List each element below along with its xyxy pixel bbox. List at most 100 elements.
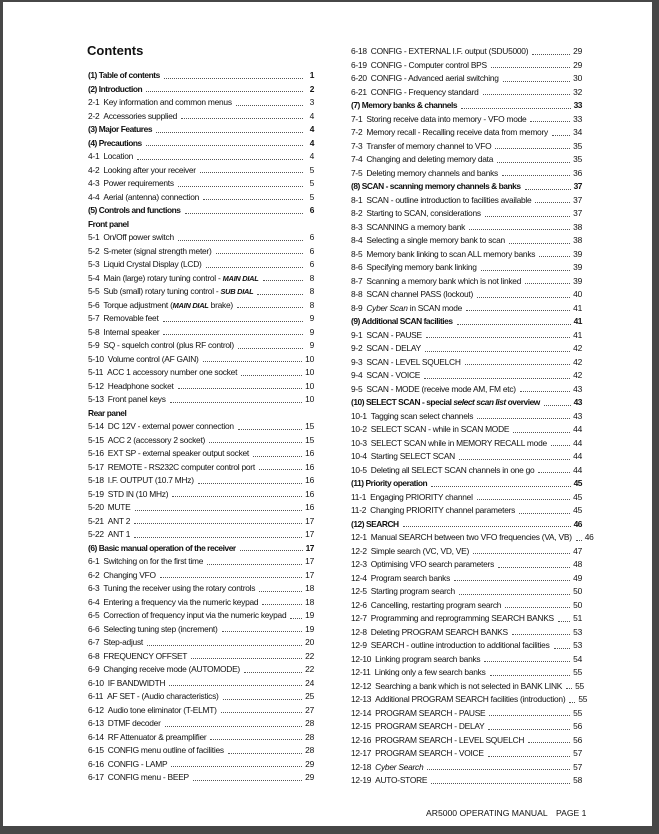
toc-entry[interactable]: 12-7 Programming and reprogramming SEARCH…: [351, 612, 582, 626]
toc-entry[interactable]: 6-11 AF SET - (Audio characteristics) 25: [88, 690, 314, 704]
toc-entry[interactable]: 5-12 Headphone socket 10: [88, 380, 314, 394]
toc-entry[interactable]: 6-6 Selecting tuning step (increment) 19: [88, 623, 314, 637]
toc-entry[interactable]: 12-10 Linking program search banks 54: [351, 653, 582, 667]
toc-entry[interactable]: 6-4 Entering a frequency via the numeric …: [88, 596, 314, 610]
toc-entry[interactable]: 8-3 SCANNING a memory bank 38: [351, 221, 582, 235]
toc-entry[interactable]: 12-13 Additional PROGRAM SEARCH facilitie…: [351, 693, 587, 707]
toc-entry[interactable]: 5-1 On/Off power switch 6: [88, 231, 314, 245]
toc-section[interactable]: (5) Controls and functions 6: [88, 204, 314, 218]
toc-entry[interactable]: 11-2 Changing PRIORITY channel parameters…: [351, 504, 582, 518]
toc-section[interactable]: (9) Additional SCAN facilities 41: [351, 315, 582, 329]
toc-entry[interactable]: 5-22 ANT 1 17: [88, 528, 314, 542]
toc-entry[interactable]: 12-16 PROGRAM SEARCH - LEVEL SQUELCH 56: [351, 734, 582, 748]
toc-section[interactable]: (6) Basic manual operation of the receiv…: [88, 542, 314, 556]
toc-section[interactable]: (12) SEARCH 46: [351, 518, 582, 532]
toc-entry[interactable]: 5-20 MUTE 16: [88, 501, 314, 515]
toc-entry[interactable]: 9-5 SCAN - MODE (receive mode AM, FM etc)…: [351, 383, 582, 397]
toc-entry[interactable]: 7-5 Deleting memory channels and banks 36: [351, 167, 582, 181]
toc-entry[interactable]: 12-14 PROGRAM SEARCH - PAUSE 55: [351, 707, 582, 721]
toc-entry[interactable]: 10-2 SELECT SCAN - while in SCAN MODE 44: [351, 423, 582, 437]
toc-entry[interactable]: 12-8 Deleting PROGRAM SEARCH BANKS 53: [351, 626, 582, 640]
toc-entry[interactable]: 12-3 Optimising VFO search parameters 48: [351, 558, 582, 572]
toc-section[interactable]: (4) Precautions 4: [88, 137, 314, 151]
toc-entry[interactable]: 10-3 SELECT SCAN while in MEMORY RECALL m…: [351, 437, 582, 451]
toc-entry[interactable]: 6-21 CONFIG - Frequency standard 32: [351, 86, 582, 100]
toc-entry[interactable]: 5-3 Liquid Crystal Display (LCD) 6: [88, 258, 314, 272]
toc-entry[interactable]: 8-7 Scanning a memory bank which is not l…: [351, 275, 582, 289]
toc-entry[interactable]: 4-1 Location 4: [88, 150, 314, 164]
toc-entry[interactable]: 5-7 Removable feet 9: [88, 312, 314, 326]
toc-entry[interactable]: 5-6 Torque adjustment (MAIN DIAL brake) 8: [88, 299, 314, 313]
toc-entry[interactable]: 6-2 Changing VFO 17: [88, 569, 314, 583]
toc-entry[interactable]: 6-10 IF BANDWIDTH 24: [88, 677, 314, 691]
toc-entry[interactable]: 11-1 Engaging PRIORITY channel 45: [351, 491, 582, 505]
toc-section[interactable]: (8) SCAN - scanning memory channels & ba…: [351, 180, 582, 194]
toc-entry[interactable]: 5-10 Volume control (AF GAIN) 10: [88, 353, 314, 367]
toc-entry[interactable]: 12-19 AUTO-STORE 58: [351, 774, 582, 788]
toc-entry[interactable]: 6-15 CONFIG menu outline of facilities 28: [88, 744, 314, 758]
toc-entry[interactable]: 12-9 SEARCH - outline introduction to add…: [351, 639, 582, 653]
toc-entry[interactable]: 7-2 Memory recall - Recalling receive dat…: [351, 126, 582, 140]
toc-entry[interactable]: 5-5 Sub (small) rotary tuning control - S…: [88, 285, 314, 299]
toc-entry[interactable]: 12-2 Simple search (VC, VD, VE) 47: [351, 545, 582, 559]
toc-entry[interactable]: 8-5 Memory bank linking to scan ALL memor…: [351, 248, 582, 262]
toc-entry[interactable]: 12-12 Searching a bank which is not selec…: [351, 680, 584, 694]
toc-entry[interactable]: 12-11 Linking only a few search banks 55: [351, 666, 582, 680]
toc-entry[interactable]: 6-8 FREQUENCY OFFSET 22: [88, 650, 314, 664]
toc-entry[interactable]: 4-2 Looking after your receiver 5: [88, 164, 314, 178]
toc-entry[interactable]: 5-9 SQ - squelch control (plus RF control…: [88, 339, 314, 353]
toc-entry[interactable]: 6-7 Step-adjust 20: [88, 636, 314, 650]
toc-section[interactable]: (1) Table of contents 1: [88, 69, 314, 83]
toc-section[interactable]: (2) Introduction 2: [88, 83, 314, 97]
toc-entry[interactable]: 10-4 Starting SELECT SCAN 44: [351, 450, 582, 464]
toc-entry[interactable]: 5-16 EXT SP - external speaker output soc…: [88, 447, 314, 461]
toc-entry[interactable]: 5-21 ANT 2 17: [88, 515, 314, 529]
toc-entry[interactable]: 6-20 CONFIG - Advanced aerial switching 30: [351, 72, 582, 86]
toc-entry[interactable]: 10-1 Tagging scan select channels 43: [351, 410, 582, 424]
toc-entry[interactable]: 2-1 Key information and common menus 3: [88, 96, 314, 110]
toc-entry[interactable]: 9-1 SCAN - PAUSE 41: [351, 329, 582, 343]
toc-section[interactable]: (11) Priority operation 45: [351, 477, 582, 491]
toc-entry[interactable]: 9-4 SCAN - VOICE 42: [351, 369, 582, 383]
toc-entry[interactable]: 6-18 CONFIG - EXTERNAL I.F. output (SDU50…: [351, 45, 582, 59]
toc-entry[interactable]: 9-2 SCAN - DELAY 42: [351, 342, 582, 356]
toc-entry[interactable]: 5-13 Front panel keys 10: [88, 393, 314, 407]
toc-entry[interactable]: 8-2 Starting to SCAN, considerations 37: [351, 207, 582, 221]
toc-entry[interactable]: 6-16 CONFIG - LAMP 29: [88, 758, 314, 772]
toc-entry[interactable]: 6-1 Switching on for the first time 17: [88, 555, 314, 569]
toc-entry[interactable]: 5-4 Main (large) rotary tuning control - …: [88, 272, 314, 286]
toc-entry[interactable]: 8-8 SCAN channel PASS (lockout) 40: [351, 288, 582, 302]
toc-section[interactable]: (7) Memory banks & channels 33: [351, 99, 582, 113]
toc-entry[interactable]: 7-1 Storing receive data into memory - VF…: [351, 113, 582, 127]
toc-entry[interactable]: 12-4 Program search banks 49: [351, 572, 582, 586]
toc-entry[interactable]: 6-5 Correction of frequency input via the…: [88, 609, 314, 623]
toc-entry[interactable]: 8-6 Specifying memory bank linking 39: [351, 261, 582, 275]
toc-entry[interactable]: 6-12 Audio tone eliminator (T-ELMT) 27: [88, 704, 314, 718]
toc-entry[interactable]: 6-3 Tuning the receiver using the rotary …: [88, 582, 314, 596]
toc-entry[interactable]: 6-19 CONFIG - Computer control BPS 29: [351, 59, 582, 73]
toc-entry[interactable]: 5-19 STD IN (10 MHz) 16: [88, 488, 314, 502]
toc-entry[interactable]: 2-2 Accessories supplied 4: [88, 110, 314, 124]
toc-entry[interactable]: 10-5 Deleting all SELECT SCAN channels in…: [351, 464, 582, 478]
toc-entry[interactable]: 4-3 Power requirements 5: [88, 177, 314, 191]
toc-entry[interactable]: 7-3 Transfer of memory channel to VFO 35: [351, 140, 582, 154]
toc-entry[interactable]: 9-3 SCAN - LEVEL SQUELCH 42: [351, 356, 582, 370]
toc-entry[interactable]: 6-9 Changing receive mode (AUTOMODE) 22: [88, 663, 314, 677]
toc-entry[interactable]: 12-6 Cancelling, restarting program searc…: [351, 599, 582, 613]
toc-entry[interactable]: 8-1 SCAN - outline introduction to facili…: [351, 194, 582, 208]
toc-entry[interactable]: 12-18 Cyber Search 57: [351, 761, 582, 775]
toc-entry[interactable]: 5-8 Internal speaker 9: [88, 326, 314, 340]
toc-entry[interactable]: 5-18 I.F. OUTPUT (10.7 MHz) 16: [88, 474, 314, 488]
toc-section[interactable]: (10) SELECT SCAN - special select scan l…: [351, 396, 582, 410]
toc-entry[interactable]: 12-17 PROGRAM SEARCH - VOICE 57: [351, 747, 582, 761]
toc-entry[interactable]: 8-4 Selecting a single memory bank to sca…: [351, 234, 582, 248]
toc-entry[interactable]: 7-4 Changing and deleting memory data 35: [351, 153, 582, 167]
toc-entry[interactable]: 8-9 Cyber Scan in SCAN mode 41: [351, 302, 582, 316]
toc-entry[interactable]: 12-5 Starting program search 50: [351, 585, 582, 599]
toc-entry[interactable]: 5-14 DC 12V - external power connection 15: [88, 420, 314, 434]
toc-entry[interactable]: 4-4 Aerial (antenna) connection 5: [88, 191, 314, 205]
toc-entry[interactable]: 5-2 S-meter (signal strength meter) 6: [88, 245, 314, 259]
toc-entry[interactable]: 5-11 ACC 1 accessory number one socket 10: [88, 366, 314, 380]
toc-entry[interactable]: 6-13 DTMF decoder 28: [88, 717, 314, 731]
toc-entry[interactable]: 12-1 Manual SEARCH between two VFO freque…: [351, 531, 594, 545]
